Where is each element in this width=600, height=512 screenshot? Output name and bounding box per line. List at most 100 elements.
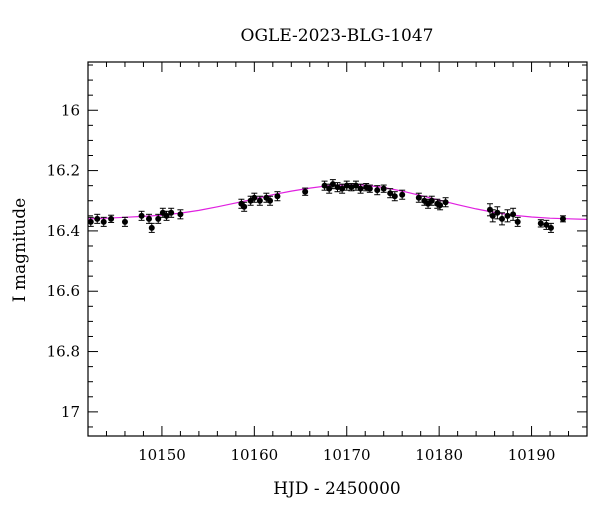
data-point [100,216,107,227]
data-point [241,201,248,212]
point-marker [87,218,94,225]
data-points [87,179,566,233]
point-marker [504,212,511,219]
y-tick-label: 16 [61,101,80,119]
point-marker [387,190,394,197]
point-marker [148,224,155,231]
y-tick-label: 16.2 [47,162,80,180]
point-marker [241,203,248,210]
axis-ticks [87,62,588,436]
data-point [256,195,263,206]
point-marker [256,197,263,204]
data-point [274,191,281,202]
point-marker [177,211,184,218]
x-tick-label: 10170 [323,446,371,464]
data-point [302,187,309,196]
point-marker [543,221,550,228]
data-point [380,184,387,193]
chart-title: OGLE-2023-BLG-1047 [241,26,434,46]
data-point [138,210,145,221]
data-point [415,192,422,203]
point-marker [329,181,336,188]
data-point [437,200,444,211]
data-point [108,214,115,223]
data-point [537,219,544,228]
data-point [428,195,435,206]
x-tick-label: 10160 [230,446,278,464]
point-marker [138,212,145,219]
data-point [489,209,496,223]
point-marker [155,215,162,222]
x-tick-label: 10180 [415,446,463,464]
data-point [251,192,258,203]
data-point [94,213,101,224]
point-marker [274,193,281,200]
data-point [348,183,355,192]
point-marker [168,209,175,216]
point-marker [494,209,501,216]
point-marker [559,215,566,222]
data-point [343,180,350,191]
point-marker [321,182,328,189]
data-point [148,222,155,233]
data-point [352,180,359,191]
point-marker [334,184,341,191]
point-marker [537,220,544,227]
point-marker [121,218,128,225]
data-point [504,209,511,223]
point-marker [498,215,505,222]
x-axis-label: HJD - 2450000 [273,479,401,499]
data-point [498,212,505,226]
point-marker [366,185,373,192]
point-marker [251,194,258,201]
y-tick-label: 16.6 [47,282,80,300]
data-point [357,183,364,194]
y-axis-label: I magnitude [10,198,30,302]
point-marker [348,184,355,191]
point-marker [352,182,359,189]
data-point [145,213,152,224]
plot-frame [87,61,588,437]
point-marker [94,215,101,222]
point-marker [547,224,554,231]
data-point [267,195,274,206]
data-point [543,219,550,230]
tick-labels: 10150 10160 10170 10180 10190 16 16.2 16.4 16.6 1… [47,101,556,464]
point-marker [357,185,364,192]
point-marker [510,211,517,218]
data-point [374,185,381,196]
data-point [514,216,521,227]
data-point [87,216,94,227]
point-marker [163,212,170,219]
x-tick-label: 10190 [508,446,556,464]
y-tick-label: 16.8 [47,343,80,361]
point-marker [428,197,435,204]
point-marker [343,182,350,189]
point-marker [399,191,406,198]
y-tick-label: 17 [61,403,80,421]
data-point [391,191,398,202]
point-marker [489,212,496,219]
point-marker [514,218,521,225]
point-marker [267,197,274,204]
point-marker [415,194,422,201]
data-point [559,215,566,223]
data-point [329,179,336,190]
data-point [547,222,554,233]
y-tick-label: 16.4 [47,222,80,240]
x-tick-label: 10150 [138,446,186,464]
point-marker [380,185,387,192]
data-point [510,207,517,221]
point-marker [374,187,381,194]
data-point [321,180,328,191]
point-marker [302,188,309,195]
point-marker [100,218,107,225]
point-marker [391,193,398,200]
data-point [121,216,128,227]
data-point [334,182,341,193]
point-marker [437,202,444,209]
point-marker [108,215,115,222]
data-point [442,197,449,208]
point-marker [326,185,333,192]
